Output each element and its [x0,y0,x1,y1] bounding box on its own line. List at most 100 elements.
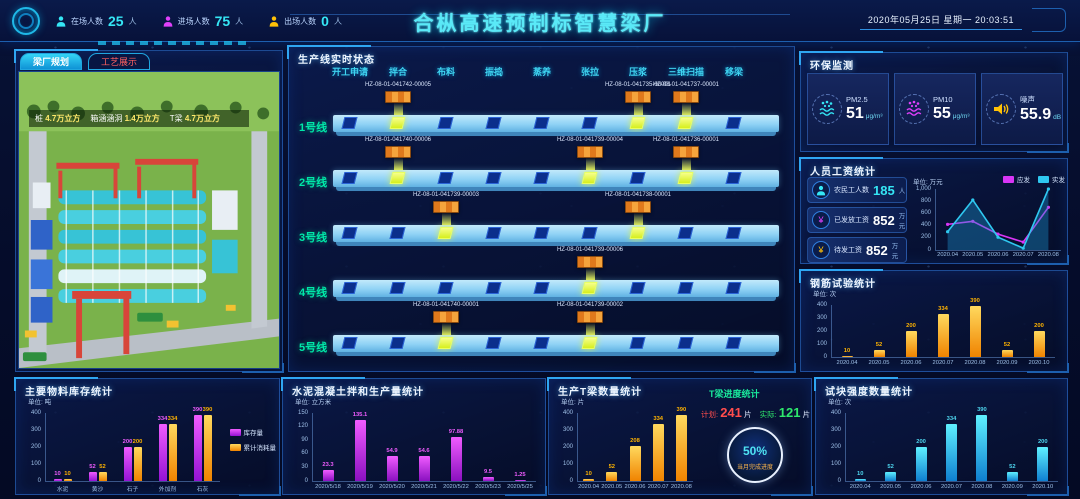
bar-value-label: 135.1 [352,411,368,418]
x-axis-label: 2020.04 [836,360,858,366]
x-axis-label: 2020.10 [1028,360,1050,366]
card-value: 185 [873,182,895,198]
y-axis-tick: 0 [37,477,41,484]
station-cell [437,227,454,239]
tbeam-volume: T梁 4.7万立方 [169,114,220,123]
chart-legend: 应发 实发 [1003,174,1065,184]
x-axis-label: 2020/5/22 [443,484,469,490]
conveyor-belt [333,225,779,246]
env-label: 噪声 [1020,95,1035,104]
beam-id-label: HZ-08-01-041739-00003 [412,192,480,198]
y-axis-tick: 0 [823,353,827,360]
legend-item: 应发 [1003,174,1030,184]
beam-glow [633,103,643,115]
bar [168,424,177,481]
pile-volume: 桩 4.7万立方 [35,114,81,123]
x-axis-label: 2020.05 [962,252,984,258]
beam-id-label: HZ-08-01-041739-00004 [556,137,624,143]
y-axis-tick: 30 [301,463,308,470]
bar-value-label: 334 [167,416,178,423]
station-cell [389,337,406,349]
bar-value-label: 52 [1009,464,1016,471]
stage-column-label: 压浆 [628,67,648,77]
speaker-icon [986,94,1016,124]
station-cell [389,227,406,239]
bar-value-label: 10 [856,471,864,478]
production-line-row: 1号线 HZ-08-01-041742-00005 HZ-08-01-041735-… [289,81,794,136]
station-cell [533,227,550,239]
volume-stats-overlay: 桩 4.7万立方 箱涵涵洞 1.4万立方 T梁 4.7万立方 [29,110,249,127]
station-cell [629,172,646,184]
station-cell [725,172,742,184]
tbeam-bar-chart: 0 100 200 300 400 10 52 208 334 390 2020.04 2020.05… [551,403,701,493]
header-bar: 在场人数 25 人 进场人数 75 人 出场人数 0 人 合枞高速预制标智慧梁厂… [0,0,1080,45]
x-axis-label: 黄沙 [91,487,104,493]
y-axis-tick: 0 [927,246,931,253]
factory-3d-view[interactable]: 桩 4.7万立方 箱涵涵洞 1.4万立方 T梁 4.7万立方 [18,71,280,369]
panel-title: 水泥混凝土拌和生产量统计 [292,387,424,398]
tab-process-display[interactable]: 工艺展示 [88,53,151,70]
stat-unit: 人 [235,16,244,26]
beam-glow [633,213,643,225]
y-axis-tick: 0 [837,477,841,484]
testblock-bar-chart: 0 100 200 300 400 10 52 200 334 390 52 200 2020.04 20… [819,403,1066,493]
x-axis-label: 2020.07 [932,360,954,366]
x-axis-label: 2020.05 [868,360,890,366]
beam-glow [393,158,403,170]
actual-value: 121 [778,405,801,420]
x-axis-line [845,481,1058,482]
x-axis-label: 2020.07 [941,484,962,490]
stage-column-label: 移梁 [724,67,744,77]
formwork-marker-icon [385,91,411,103]
pm10-card: PM10 55 μg/m³ [894,73,976,145]
person-icon [163,15,172,27]
bar [98,472,107,481]
wages-panel: 人员工资统计 农民工人数 185 人 ¥ 已发放工资 852 万元 ¥ 待发工资… [799,157,1069,265]
gauge-value: 50% [742,444,768,458]
beam-glow [585,323,595,335]
logo-icon [12,7,40,35]
axis-unit-label: 单位: 立方米 [295,399,332,406]
entered-count: 进场人数 75 人 [163,13,244,29]
y-axis-tick: 120 [297,423,308,430]
station-cell [629,282,646,294]
legend-item: 实发 [1038,174,1065,184]
stat-label: 进场人数 [177,16,210,26]
y-axis-tick: 0 [569,477,573,484]
station-cell [677,227,694,239]
bar-value-label: 52 [875,342,883,349]
station-cell [341,282,358,294]
bar [514,479,526,481]
y-axis-tick: 90 [301,436,308,443]
y-axis-line [312,413,313,481]
legend-label: 库存量 [243,430,264,437]
line-name-label: 5号线 [299,342,328,354]
panel-title: 试块强度数量统计 [825,387,913,398]
bar [915,447,927,481]
tab-factory-plan[interactable]: 梁厂规划 [20,53,83,70]
bar-value-label: 334 [157,416,168,423]
bar-value-label: 9.5 [483,468,493,475]
noise-card: 噪声 55.9 dB [981,73,1063,145]
plan-value: 241 [720,405,742,420]
y-axis-tick: 400 [30,409,41,416]
y-axis-line [845,413,846,481]
x-axis-label: 2020.10 [1032,484,1054,490]
formwork-marker-icon [433,201,459,213]
bar [1037,447,1049,481]
formwork-marker-icon [385,146,411,158]
x-axis-label: 2020.09 [996,360,1018,366]
coin-icon: ¥ [812,241,830,259]
station-cell [485,337,502,349]
formwork-marker-icon [577,146,603,158]
x-axis-label: 2020.07 [1012,252,1034,258]
stat-unit: 人 [333,16,342,26]
bar-value-label: 390 [192,406,203,413]
stat-unit: 人 [128,16,137,26]
x-axis-label: 2020.08 [964,360,986,366]
x-axis-label: 2020.09 [1001,484,1023,490]
station-cell [725,117,742,129]
x-axis-label: 2020/5/18 [315,484,341,490]
stage-column-label: 三维扫描 [667,67,705,77]
stat-label: 出场人数 [284,16,317,26]
